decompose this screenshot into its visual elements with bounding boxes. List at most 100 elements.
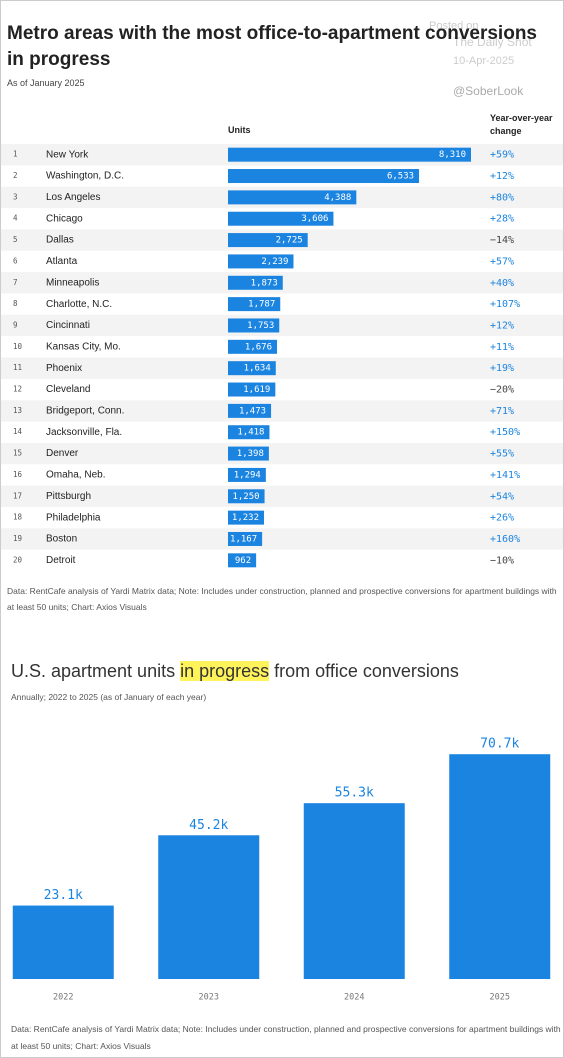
value-label: 70.7k [480, 737, 519, 752]
value-label: 1,473 [239, 406, 266, 416]
category-label: Bridgeport, Conn. [46, 406, 124, 417]
value-label: 23.1k [44, 888, 83, 903]
value-label: 3,606 [301, 214, 328, 224]
rank: 4 [13, 214, 18, 223]
rank: 1 [13, 150, 18, 159]
category-label: Dallas [46, 235, 74, 246]
change-label: +80% [490, 192, 514, 203]
category-label: Detroit [46, 555, 76, 566]
rank: 6 [13, 256, 18, 265]
change-label: +59% [490, 150, 514, 161]
rank: 19 [13, 534, 22, 543]
change-label: +40% [490, 278, 514, 289]
watermark: Posted on [429, 20, 479, 32]
category-label: Omaha, Neb. [46, 470, 105, 481]
bar [228, 489, 265, 504]
change-label: +150% [490, 427, 520, 438]
row-band [1, 400, 563, 422]
change-label: +12% [490, 320, 514, 331]
change-label: +54% [490, 491, 514, 502]
rank: 11 [13, 363, 22, 372]
bar [228, 169, 420, 184]
change-label: +28% [490, 214, 514, 225]
row-band [1, 528, 563, 550]
change-label: +11% [490, 342, 514, 353]
title-part: from office conversions [269, 661, 459, 681]
value-label: 1,753 [247, 321, 274, 331]
rank: 15 [13, 449, 22, 458]
value-label: 8,310 [439, 150, 466, 160]
value-label: 1,232 [232, 513, 259, 523]
bar [228, 361, 276, 376]
category-label: Jacksonville, Fla. [46, 427, 122, 438]
bar [228, 254, 294, 269]
value-label: 1,167 [230, 534, 257, 544]
value-label: 1,873 [251, 278, 278, 288]
category-label: Denver [46, 448, 79, 459]
row-band [1, 485, 563, 507]
bar [228, 190, 357, 205]
bar [228, 531, 263, 546]
rank: 5 [13, 235, 18, 244]
chart-title: Metro areas with the most office-to-apar… [7, 23, 537, 70]
bar [228, 446, 269, 461]
bar [12, 905, 114, 979]
x-tick-label: 2025 [490, 993, 510, 1003]
rank: 13 [13, 406, 22, 415]
column-header: Units [228, 125, 251, 135]
value-label: 6,533 [387, 172, 414, 182]
change-label: +12% [490, 171, 514, 182]
rank: 17 [13, 491, 22, 500]
bar [228, 425, 270, 440]
change-label: +107% [490, 299, 520, 310]
bar [228, 211, 334, 226]
value-label: 55.3k [335, 786, 374, 801]
change-label: −14% [490, 235, 514, 246]
category-label: Atlanta [46, 256, 78, 267]
category-label: New York [46, 149, 89, 160]
value-label: 1,250 [232, 492, 259, 502]
change-label: +57% [490, 256, 514, 267]
category-label: Charlotte, N.C. [46, 299, 112, 310]
category-label: Phoenix [46, 363, 82, 374]
value-label: 1,787 [248, 300, 275, 310]
category-label: Boston [46, 534, 77, 545]
bar [228, 339, 278, 354]
bar [228, 553, 257, 568]
rank: 9 [13, 320, 18, 329]
column-header: Year-over-year change [490, 113, 553, 136]
watermark: @SoberLook [453, 84, 524, 98]
watermark: 10-Apr-2025 [453, 55, 515, 67]
rank: 8 [13, 299, 18, 308]
change-label: −10% [490, 555, 514, 566]
value-label: 1,619 [243, 385, 270, 395]
bar [228, 467, 266, 482]
bar [228, 147, 471, 162]
chart-subtitle: Annually; 2022 to 2025 (as of January of… [11, 692, 207, 702]
bar [228, 403, 272, 418]
x-tick-label: 2023 [199, 993, 219, 1003]
value-label: 2,725 [276, 236, 303, 246]
change-label: +71% [490, 406, 514, 417]
category-label: Cincinnati [46, 320, 90, 331]
title-highlight: in progress [180, 661, 270, 681]
value-label: 1,398 [237, 449, 264, 459]
watermark: The Daily Shot [453, 35, 532, 49]
value-label: 1,634 [244, 364, 271, 374]
rank: 3 [13, 192, 18, 201]
rank: 7 [13, 278, 18, 287]
rank: 10 [13, 342, 23, 351]
rank: 18 [13, 513, 23, 522]
rank: 2 [13, 171, 18, 180]
value-label: 1,294 [234, 470, 261, 480]
bar [228, 318, 280, 333]
rank: 16 [13, 470, 23, 479]
category-label: Los Angeles [46, 192, 101, 203]
change-label: +26% [490, 513, 514, 524]
bar [228, 297, 281, 312]
change-label: +55% [490, 449, 514, 460]
chart-subtitle: As of January 2025 [7, 78, 85, 88]
row-band [1, 314, 563, 337]
category-label: Cleveland [46, 384, 90, 395]
value-label: 962 [235, 556, 251, 566]
